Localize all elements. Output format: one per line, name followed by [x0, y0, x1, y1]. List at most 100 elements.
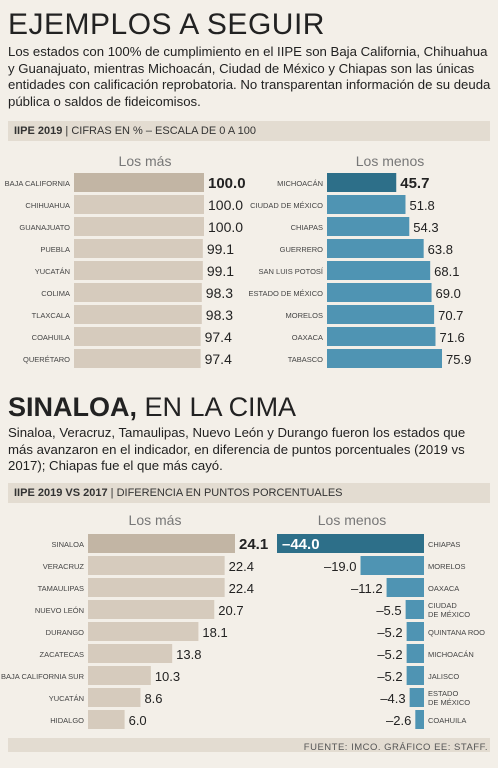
- chart3-bar: [88, 710, 125, 729]
- chart2-value-label: 54.3: [413, 220, 438, 235]
- chart2-category-label: SAN LUIS POTOSÍ: [259, 267, 324, 276]
- chart1-band: IIPE 2019 | CIFRAS EN % – ESCALA DE 0 A …: [8, 121, 490, 141]
- chart2-category-label: MICHOACÁN: [277, 179, 323, 188]
- chart4-category-label: CIUDAD: [428, 601, 457, 610]
- chart1-subtitle: Los más: [119, 153, 172, 169]
- chart3-bar: [88, 622, 199, 641]
- chart1-value-label: 99.1: [207, 241, 234, 257]
- chart1-value-label: 98.3: [206, 285, 233, 301]
- chart1-category-label: CHIHUAHUA: [25, 201, 70, 210]
- chart4-bar: [409, 688, 424, 707]
- chart2-category-label: CIUDAD DE MÉXICO: [250, 201, 323, 210]
- chart3-category-label: HIDALGO: [50, 716, 84, 725]
- chart2-bar: [327, 305, 435, 324]
- chart4-category-label: MORELOS: [428, 562, 466, 571]
- chart1-category-label: GUANAJUATO: [19, 223, 70, 232]
- band1-bold: IIPE 2019: [14, 125, 63, 137]
- chart2-value-label: 71.6: [439, 330, 464, 345]
- chart4-value-label: –19.0: [324, 559, 357, 574]
- chart3-category-label: DURANGO: [46, 628, 85, 637]
- chart2-category-label: CHIAPAS: [291, 223, 323, 232]
- chart3-bar: [88, 688, 141, 707]
- chart2-bar: [327, 327, 436, 346]
- chart1-value-label: 100.0: [208, 175, 246, 192]
- chart4-subtitle: Los menos: [318, 512, 386, 528]
- chart2-value-label: 63.8: [428, 242, 453, 257]
- chart4-value-label: –5.2: [377, 625, 402, 640]
- chart2-category-label: OAXACA: [292, 333, 323, 342]
- footer-band: [8, 738, 490, 752]
- chart2-value-label: 69.0: [436, 286, 461, 301]
- chart4-category-label: CHIAPAS: [428, 540, 460, 549]
- band2-bold: IIPE 2019 VS 2017: [14, 487, 108, 499]
- chart3-bar: [88, 666, 151, 685]
- chart1-category-label: BAJA CALIFORNIA: [5, 179, 70, 188]
- chart4-value-label: –4.3: [380, 691, 405, 706]
- chart4-category-label: DE MÉXICO: [428, 698, 470, 707]
- band2-rest: DIFERENCIA EN PUNTOS PORCENTUALES: [116, 487, 343, 499]
- chart4-category-label: COAHUILA: [428, 716, 466, 725]
- chart2-value-label: 68.1: [434, 264, 459, 279]
- chart3-bar: [88, 534, 235, 553]
- chart2-band: IIPE 2019 VS 2017 | DIFERENCIA EN PUNTOS…: [8, 483, 490, 503]
- chart4-value-label: –44.0: [282, 536, 320, 553]
- chart4-bar: [405, 600, 424, 619]
- chart2-value-label: 51.8: [409, 198, 434, 213]
- section2-text: Sinaloa, Veracruz, Tamaulipas, Nuevo Leó…: [8, 425, 466, 473]
- chart1-category-label: COLIMA: [41, 289, 70, 298]
- chart2-category-label: TABASCO: [288, 355, 323, 364]
- chart2-value-label: 70.7: [438, 308, 463, 323]
- chart1-category-label: TLAXCALA: [32, 311, 70, 320]
- chart3-bar: [88, 600, 215, 619]
- chart1-bar: [74, 283, 202, 302]
- chart2-bar: [327, 195, 406, 214]
- chart4-bar: [406, 622, 424, 641]
- chart1-value-label: 98.3: [206, 307, 233, 323]
- chart1-category-label: PUEBLA: [40, 245, 70, 254]
- chart3-bar: [88, 578, 225, 597]
- chart3-category-label: VERACRUZ: [43, 562, 85, 571]
- chart1-bar: [74, 349, 201, 368]
- chart3-value-label: 10.3: [155, 669, 180, 684]
- section2-title-rest: EN LA CIMA: [137, 392, 297, 422]
- chart4-category-label: MICHOACÁN: [428, 650, 474, 659]
- chart2-bar: [327, 217, 410, 236]
- chart2-category-label: GUERRERO: [280, 245, 324, 254]
- chart4-category-label: JALISCO: [428, 672, 459, 681]
- chart1-value-label: 97.4: [205, 351, 232, 367]
- chart3-bar: [88, 556, 225, 575]
- chart2-value-label: 45.7: [400, 175, 429, 192]
- chart2-subtitle: Los menos: [356, 153, 424, 169]
- chart3-value-label: 18.1: [202, 625, 227, 640]
- section1-title: EJEMPLOS A SEGUIR: [8, 8, 325, 41]
- chart1-bar: [74, 327, 201, 346]
- chart4-bar: [360, 556, 424, 575]
- chart1-category-label: QUERÉTARO: [23, 355, 70, 364]
- chart3-value-label: 8.6: [144, 691, 162, 706]
- chart3-category-label: NUEVO LEÓN: [35, 606, 84, 615]
- chart4-bar: [406, 666, 424, 685]
- section1-text: Los estados con 100% de cumplimiento en …: [8, 44, 491, 109]
- chart1-bar: [74, 173, 204, 192]
- chart2-category-label: MORELOS: [285, 311, 323, 320]
- chart1-bar: [74, 217, 204, 236]
- section2-title: SINALOA, EN LA CIMA: [8, 392, 296, 423]
- chart3-category-label: TAMAULIPAS: [38, 584, 84, 593]
- chart3-value-label: 22.4: [229, 559, 254, 574]
- chart3-value-label: 24.1: [239, 536, 268, 553]
- chart4-value-label: –5.5: [376, 603, 401, 618]
- chart2-bar: [327, 239, 424, 258]
- chart4-category-label: DE MÉXICO: [428, 610, 470, 619]
- chart3-category-label: BAJA CALIFORNIA SUR: [1, 672, 85, 681]
- chart4-value-label: –5.2: [377, 647, 402, 662]
- chart3-bar: [88, 644, 173, 663]
- chart2-bar: [327, 349, 442, 368]
- chart4-bar: [406, 644, 424, 663]
- chart1-bar: [74, 195, 204, 214]
- chart1-value-label: 100.0: [208, 219, 243, 235]
- chart3-value-label: 13.8: [176, 647, 201, 662]
- chart1-value-label: 100.0: [208, 197, 243, 213]
- chart2-bar: [327, 261, 431, 280]
- chart3-category-label: SINALOA: [51, 540, 84, 549]
